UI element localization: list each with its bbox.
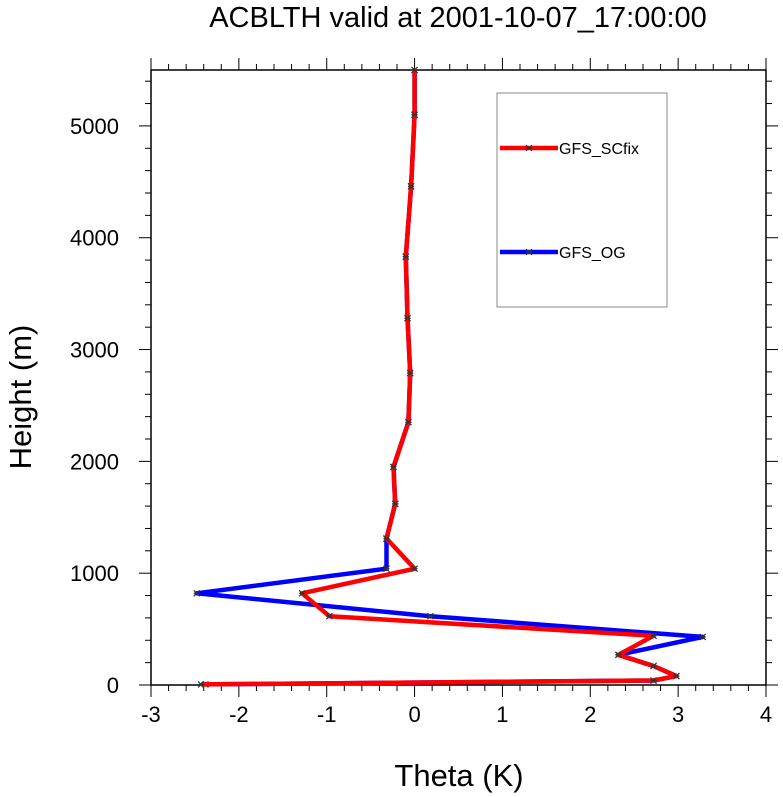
legend-label: GFS_SCfix <box>559 141 639 158</box>
series-line-gfs_scfix <box>201 70 679 687</box>
data-marker <box>402 253 410 261</box>
legend-label: GFS_OG <box>559 245 626 262</box>
tick-marks <box>139 58 778 697</box>
x-tick-label: 0 <box>408 702 420 727</box>
data-marker <box>406 369 414 377</box>
data-marker <box>411 66 418 74</box>
x-tick-label: 2 <box>584 702 596 727</box>
legend-box <box>496 92 668 308</box>
y-tick-label: 5000 <box>70 114 119 139</box>
x-tick-label: -2 <box>229 702 249 727</box>
data-marker <box>383 535 390 542</box>
data-marker <box>650 662 657 670</box>
x-tick-label: 3 <box>672 702 684 727</box>
data-marker <box>197 681 205 688</box>
x-tick-label: 4 <box>760 702 772 727</box>
data-marker <box>672 672 680 680</box>
x-tick-label: 1 <box>496 702 508 727</box>
y-tick-label: 0 <box>107 673 119 698</box>
plot-frame <box>150 69 767 686</box>
data-marker <box>404 418 412 426</box>
data-marker <box>411 565 418 573</box>
x-tick-labels: -3 -2 -1 0 1 2 3 4 <box>141 702 772 727</box>
series-line-gfs_og <box>194 70 705 687</box>
legend: GFS_SCfix GFS_OG <box>496 92 668 308</box>
data-marker <box>391 500 399 508</box>
chart-title: ACBLTH valid at 2001-10-07_17:00:00 <box>209 2 707 34</box>
axes <box>150 69 767 686</box>
y-axis-label: Height (m) <box>3 325 38 470</box>
data-marker <box>404 314 411 322</box>
x-axis-label: Theta (K) <box>394 758 523 793</box>
x-tick-label: -1 <box>317 702 337 727</box>
data-marker <box>411 111 418 119</box>
data-marker <box>298 589 306 597</box>
data-marker <box>193 589 201 597</box>
y-tick-labels: 0 1000 2000 3000 4000 5000 <box>70 114 119 698</box>
data-marker <box>650 632 657 640</box>
data-marker <box>650 677 657 684</box>
data-marker <box>383 565 390 573</box>
data-marker <box>525 144 533 152</box>
data-marker <box>525 248 533 256</box>
y-tick-label: 1000 <box>70 561 119 586</box>
y-tick-label: 3000 <box>70 338 119 363</box>
y-tick-label: 4000 <box>70 226 119 251</box>
y-tick-label: 2000 <box>70 449 119 474</box>
series-lines <box>193 66 707 688</box>
data-marker <box>426 612 434 620</box>
data-marker <box>699 633 707 641</box>
x-tick-label: -3 <box>141 702 161 727</box>
data-marker <box>325 612 333 620</box>
data-marker <box>390 463 397 471</box>
data-marker <box>614 651 622 659</box>
data-marker <box>407 182 415 190</box>
